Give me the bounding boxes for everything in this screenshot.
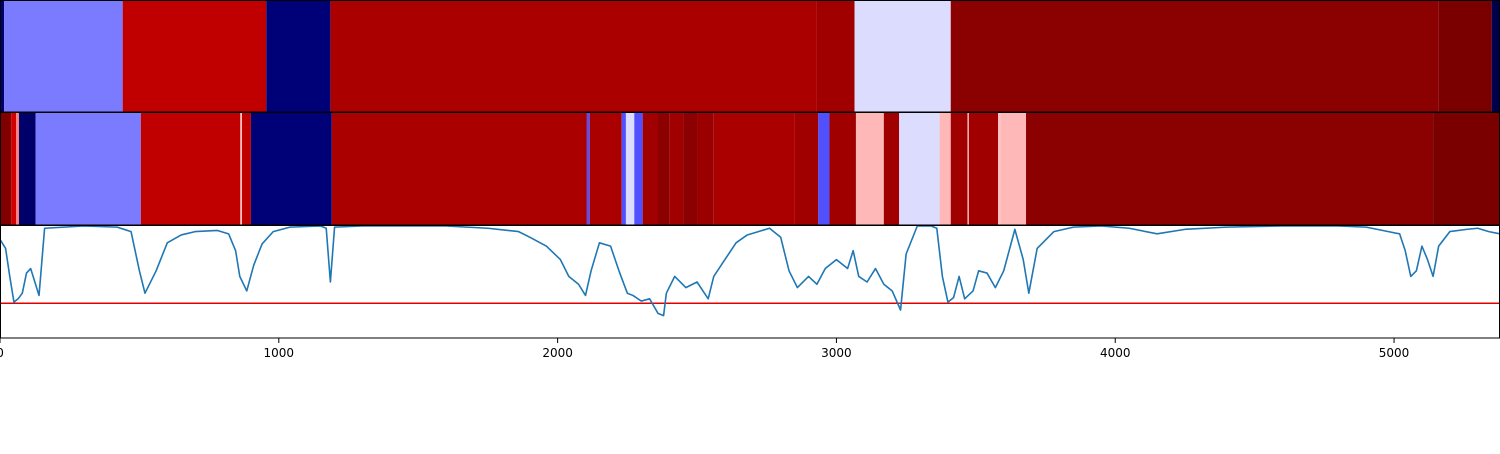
x-axis: 0 1000 2000 3000 4000 5000 <box>0 338 1409 360</box>
heatmap-segment <box>250 113 332 225</box>
heatmap-segment <box>939 113 951 225</box>
x-tick-label: 2000 <box>542 346 573 360</box>
x-tick-label: 1000 <box>264 346 295 360</box>
heatmap-segment <box>1438 1 1492 112</box>
heatmap-segment <box>950 113 968 225</box>
heatmap-panel-top <box>0 0 1500 113</box>
heatmap-segment <box>621 113 626 225</box>
heatmap-segment <box>35 113 141 225</box>
line-panel <box>0 225 1500 339</box>
heatmap-segment <box>818 113 830 225</box>
heatmap-segment <box>794 113 819 225</box>
heatmap-segment <box>4 1 123 112</box>
heatmap-segment <box>0 113 12 225</box>
heatmap-segment <box>0 1 5 112</box>
heatmap-segment <box>11 113 17 225</box>
heatmap-segment <box>331 113 587 225</box>
heatmap-segment <box>883 113 900 225</box>
heatmap-segment <box>657 113 670 225</box>
heatmap-segment <box>1491 1 1500 112</box>
heatmap-segment <box>634 113 643 225</box>
data-series-line <box>0 225 1500 317</box>
heatmap-segment <box>967 113 969 225</box>
heatmap-panel-middle <box>0 112 1500 226</box>
heatmap-segment <box>1000 113 1027 225</box>
heatmap-segment <box>330 1 817 112</box>
heatmap-segment <box>1026 113 1434 225</box>
heatmap-segment <box>18 113 36 225</box>
heatmap-segment <box>242 113 251 225</box>
heatmap-segment <box>122 1 267 112</box>
heatmap-segment <box>697 113 714 225</box>
x-tick-label: 5000 <box>1379 346 1410 360</box>
heatmap-segment <box>968 113 999 225</box>
heatmap-segment <box>266 1 331 112</box>
heatmap-segment <box>683 113 698 225</box>
x-tick-label: 0 <box>0 346 4 360</box>
heatmap-segment <box>998 113 1001 225</box>
heatmap-segment <box>1433 113 1500 225</box>
heatmap-segment <box>669 113 684 225</box>
heatmap-segment <box>713 113 795 225</box>
heatmap-segment <box>899 113 940 225</box>
heatmap-segment <box>140 113 241 225</box>
line-panel-background <box>0 226 1500 338</box>
heatmap-segment <box>586 113 590 225</box>
heatmap-segment <box>16 113 19 225</box>
heatmap-segment <box>642 113 658 225</box>
heatmap-segment <box>816 1 855 112</box>
x-tick-label: 3000 <box>821 346 852 360</box>
heatmap-segment <box>854 1 951 112</box>
x-tick-label: 4000 <box>1100 346 1131 360</box>
heatmap-segment <box>855 113 884 225</box>
heatmap-segment <box>589 113 622 225</box>
heatmap-segment <box>625 113 635 225</box>
heatmap-segment <box>829 113 856 225</box>
heatmap-segment <box>950 1 1439 112</box>
heatmap-segment <box>240 113 243 225</box>
